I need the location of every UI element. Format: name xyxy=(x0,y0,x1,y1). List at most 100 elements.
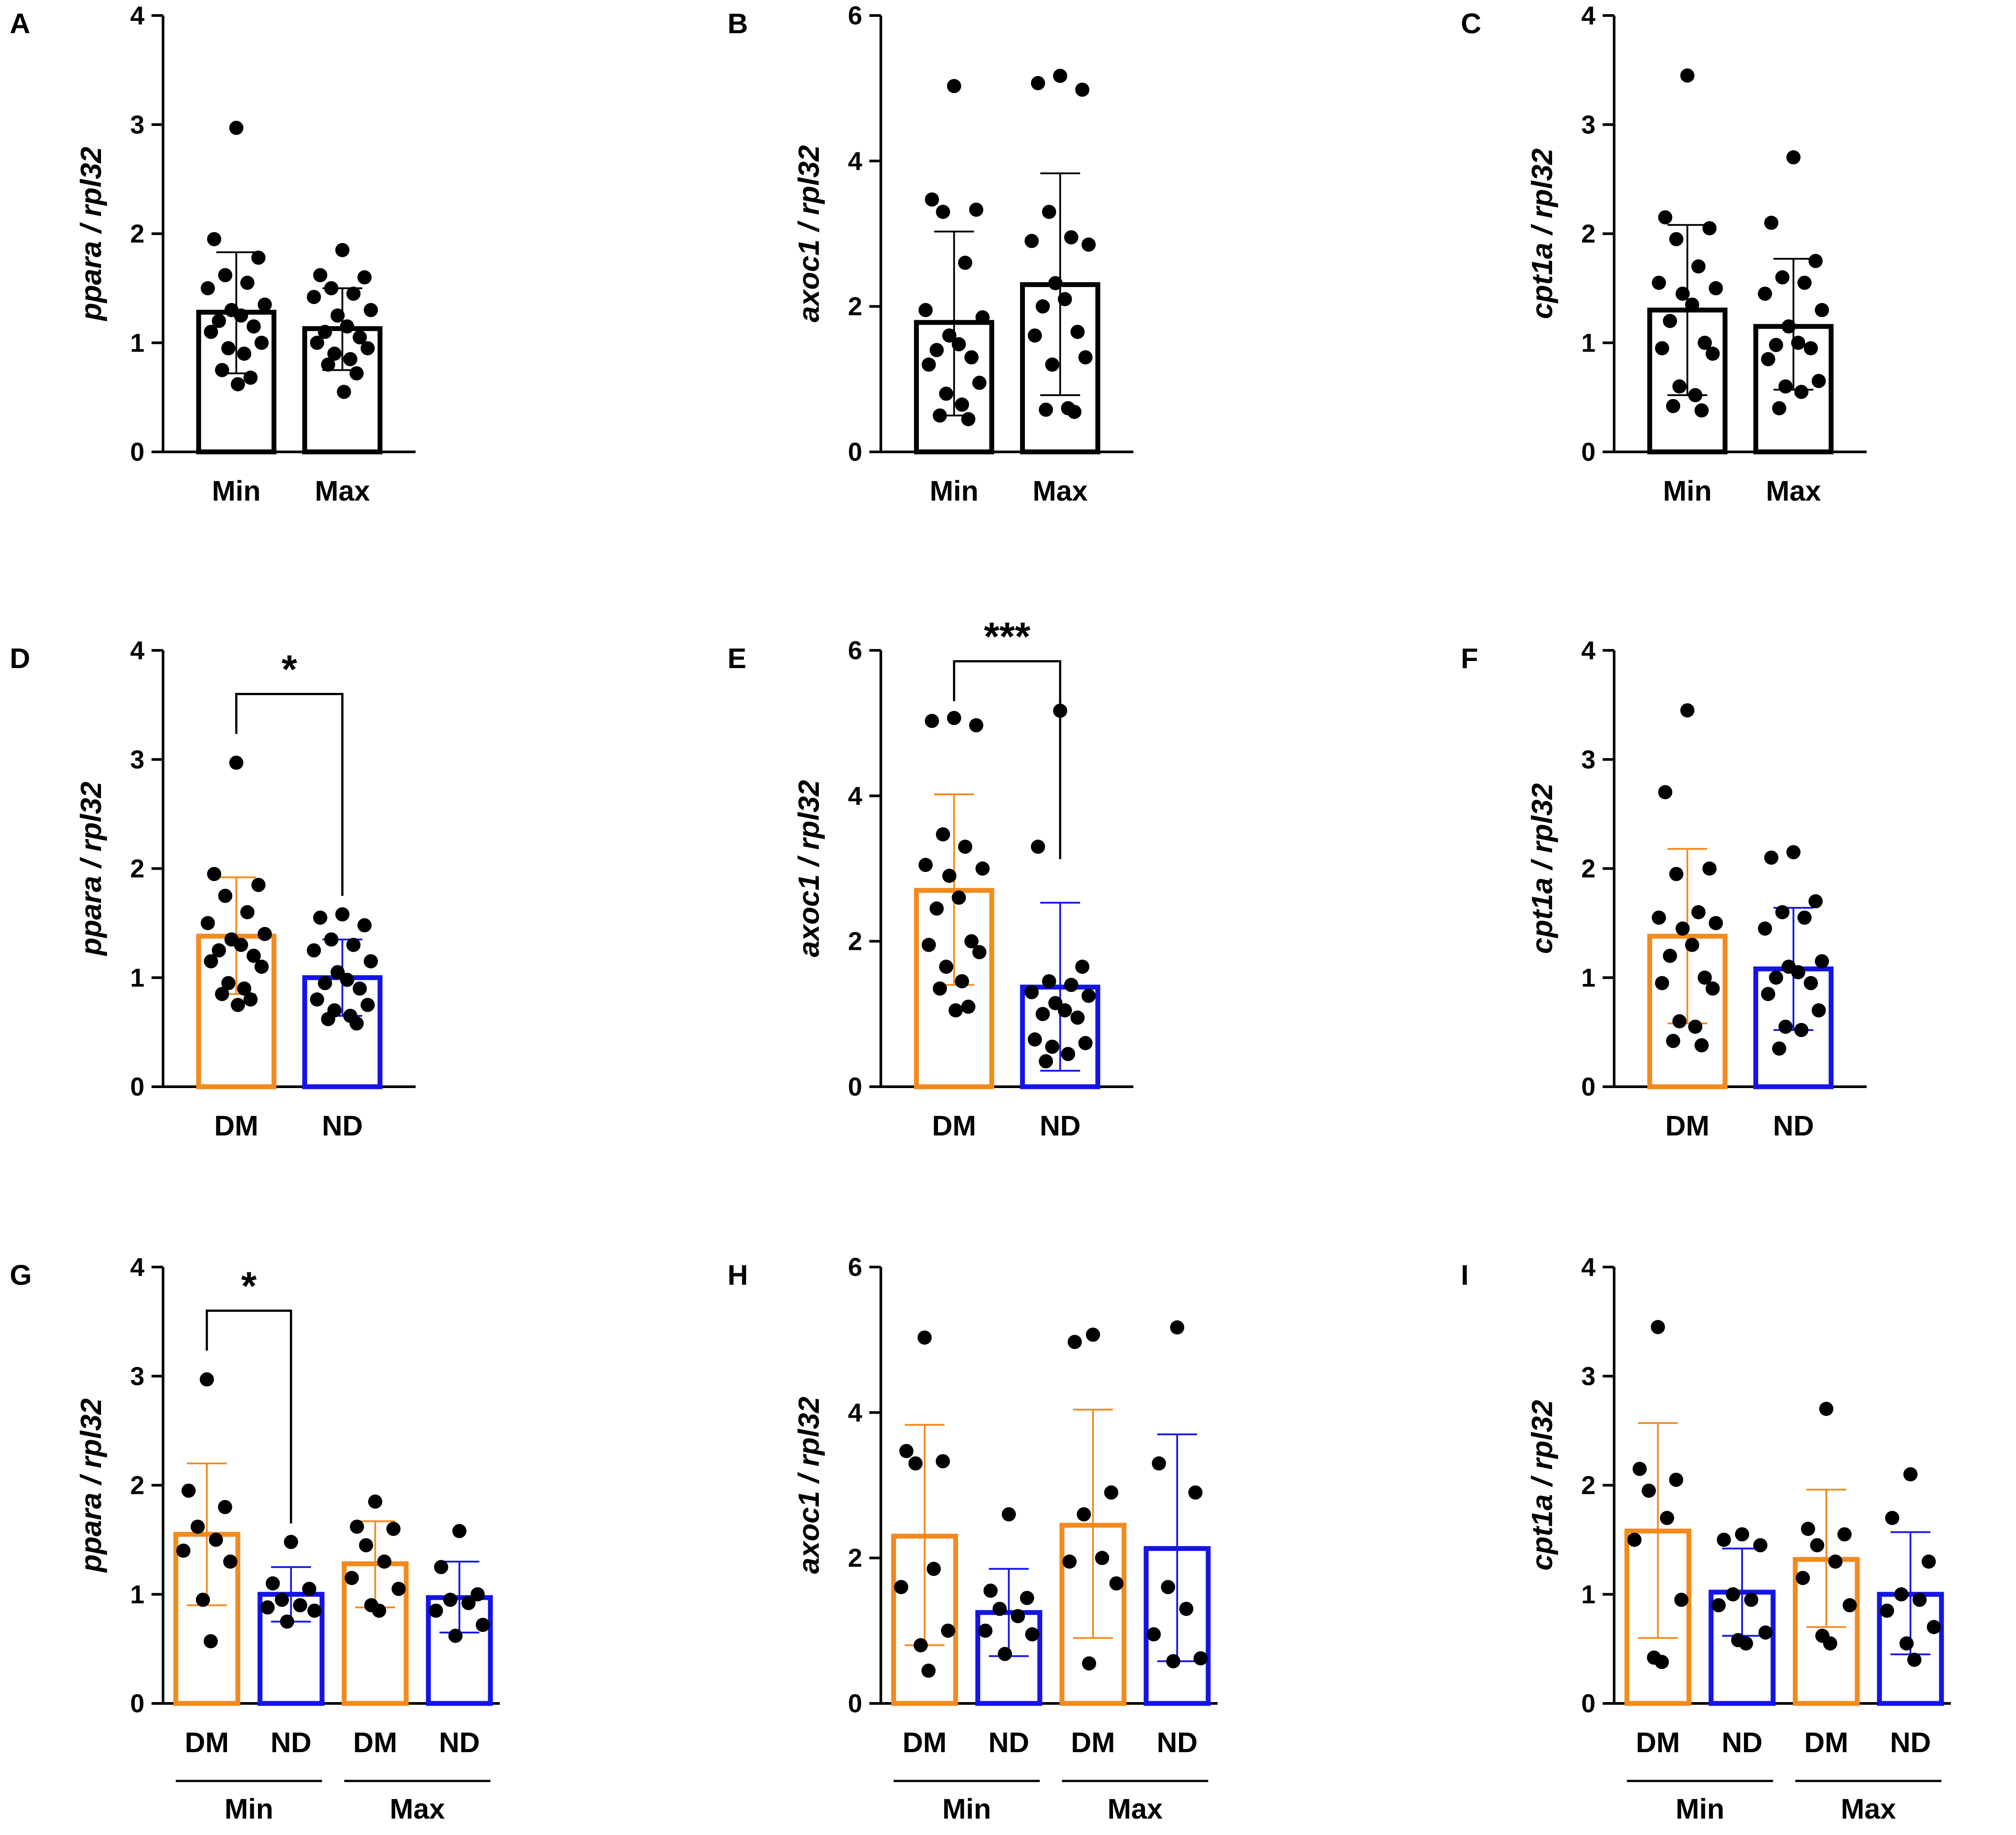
data-point xyxy=(939,960,954,974)
data-point xyxy=(1786,845,1801,859)
y-tick-label: 4 xyxy=(1581,1253,1596,1282)
bar-group-nd xyxy=(1709,1527,1776,1706)
data-point xyxy=(357,918,372,933)
data-point xyxy=(1062,1554,1077,1569)
data-point xyxy=(1761,987,1775,1001)
data-point xyxy=(917,1330,932,1345)
data-point xyxy=(969,718,984,733)
data-point xyxy=(313,910,327,925)
group-label: Max xyxy=(1108,1793,1163,1825)
data-point xyxy=(1672,1014,1687,1029)
data-point xyxy=(935,1454,950,1469)
data-point xyxy=(310,335,324,350)
data-point xyxy=(1823,1636,1837,1651)
data-point xyxy=(318,976,332,991)
data-point xyxy=(997,1647,1012,1661)
data-point xyxy=(1795,1571,1810,1585)
data-point xyxy=(1735,1527,1749,1542)
data-point xyxy=(930,901,944,916)
data-point xyxy=(936,205,950,219)
data-point xyxy=(939,386,954,401)
category-label: ND xyxy=(1773,1110,1814,1142)
data-point xyxy=(1814,954,1829,968)
y-tick-label: 1 xyxy=(1581,1580,1596,1609)
y-tick-label: 0 xyxy=(130,1073,144,1101)
data-point xyxy=(972,945,987,960)
bar-group-dm xyxy=(173,1372,241,1706)
panel-c: C 0 1 2 3 4 cpt1a / rpl32 Min Max xyxy=(1461,1,1867,507)
y-axis-title: ppara / rpl32 xyxy=(74,147,107,322)
bar-group-dm xyxy=(1793,1402,1860,1706)
data-point xyxy=(257,927,272,941)
data-point xyxy=(1926,1620,1941,1634)
data-point xyxy=(386,1522,401,1536)
data-point xyxy=(1025,1627,1039,1642)
data-point xyxy=(349,366,364,381)
data-point xyxy=(257,297,272,312)
data-point xyxy=(1709,916,1723,930)
data-point xyxy=(229,121,244,135)
category-label: Max xyxy=(1766,475,1821,507)
data-point xyxy=(240,276,255,290)
significance-bracket: * xyxy=(235,648,344,896)
data-point xyxy=(1885,1511,1899,1525)
data-point xyxy=(1726,1587,1740,1602)
category-label: DM xyxy=(1804,1726,1849,1758)
significance-line xyxy=(953,660,1062,859)
data-point xyxy=(1075,960,1090,974)
y-tick-label: 0 xyxy=(848,1689,862,1718)
data-point xyxy=(1031,840,1045,854)
data-point xyxy=(925,192,939,207)
data-point xyxy=(952,890,966,905)
panel-letter: B xyxy=(728,8,748,39)
category-label: ND xyxy=(1890,1726,1931,1758)
data-point xyxy=(1786,150,1801,165)
data-point xyxy=(327,346,342,361)
data-point xyxy=(975,310,990,325)
data-point xyxy=(391,1582,406,1596)
group-label: Max xyxy=(390,1793,445,1825)
bar-group-nd xyxy=(302,907,383,1089)
data-point xyxy=(1778,1019,1793,1034)
data-point xyxy=(1685,297,1700,312)
panel-e: E 0 2 4 6 axoc1 / rpl32 DM ND *** xyxy=(728,615,1133,1142)
data-point xyxy=(234,937,249,952)
category-label: Min xyxy=(930,475,978,507)
data-point xyxy=(925,714,939,728)
bar-group-dm xyxy=(891,1330,958,1706)
panel-letter: G xyxy=(10,1259,32,1291)
group-label: Min xyxy=(942,1793,991,1825)
data-point xyxy=(941,1623,955,1638)
data-point xyxy=(1819,1402,1833,1416)
data-point xyxy=(1048,276,1062,291)
data-point xyxy=(922,937,936,952)
data-point xyxy=(360,998,375,1012)
data-point xyxy=(1045,1039,1059,1054)
data-point xyxy=(947,711,961,725)
data-point xyxy=(1772,1041,1786,1056)
data-point xyxy=(1011,1609,1025,1623)
bar-group-nd xyxy=(1753,845,1834,1089)
data-point xyxy=(978,1623,992,1638)
data-point xyxy=(1837,1527,1852,1542)
data-point xyxy=(452,1524,467,1538)
panel-a: A 0 1 2 3 4 ppara / rpl32 Min Max xyxy=(10,1,416,507)
data-point xyxy=(1650,1320,1665,1334)
data-point xyxy=(293,1598,307,1613)
data-point xyxy=(1791,335,1806,350)
data-point xyxy=(972,376,987,390)
y-tick-label: 6 xyxy=(848,1253,862,1282)
panel-g: G 0 1 2 3 4 ppara / rpl32 DM ND DM ND Min Max * xyxy=(10,1253,500,1825)
data-point xyxy=(349,1016,364,1031)
data-point xyxy=(1674,1593,1689,1607)
data-point xyxy=(346,286,361,301)
data-point xyxy=(969,202,984,217)
data-point xyxy=(1797,276,1812,290)
y-axis-title: axoc1 / rpl32 xyxy=(792,1396,825,1574)
data-point xyxy=(307,943,321,958)
data-point xyxy=(377,1554,392,1569)
data-point xyxy=(1808,894,1823,909)
data-point xyxy=(330,308,345,323)
y-tick-label: 4 xyxy=(848,147,862,175)
data-point xyxy=(359,1538,374,1552)
